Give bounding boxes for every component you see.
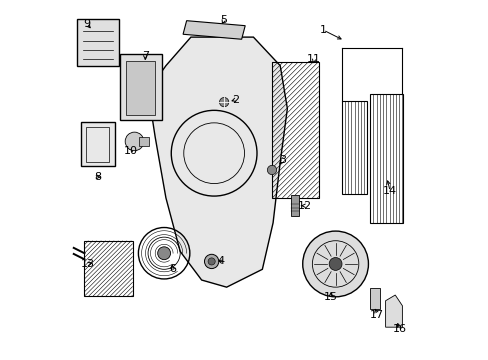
Text: 15: 15	[323, 292, 337, 302]
Text: 6: 6	[168, 264, 176, 274]
Circle shape	[328, 257, 341, 270]
Circle shape	[171, 111, 257, 196]
Text: 4: 4	[217, 256, 224, 266]
Text: 17: 17	[369, 310, 384, 320]
Bar	[84, 241, 132, 296]
Bar	[341, 102, 366, 194]
Text: 1: 1	[319, 25, 326, 35]
Bar	[139, 137, 149, 147]
Bar	[85, 127, 109, 162]
Circle shape	[157, 247, 170, 260]
Circle shape	[125, 132, 143, 151]
Text: 8: 8	[94, 172, 101, 182]
Polygon shape	[385, 295, 402, 327]
Circle shape	[207, 258, 215, 265]
Bar	[272, 62, 318, 198]
Bar	[369, 94, 402, 223]
Circle shape	[267, 165, 276, 175]
Polygon shape	[369, 288, 379, 309]
Text: 11: 11	[306, 54, 321, 64]
Bar	[290, 195, 298, 216]
Polygon shape	[183, 21, 244, 39]
Circle shape	[219, 98, 228, 107]
Text: 5: 5	[220, 15, 227, 25]
Text: 12: 12	[297, 201, 311, 211]
Text: 10: 10	[123, 146, 138, 156]
Text: 3: 3	[279, 156, 286, 165]
Bar	[125, 62, 155, 115]
Text: 9: 9	[83, 18, 90, 28]
Text: 13: 13	[81, 259, 95, 269]
Text: 16: 16	[392, 324, 406, 334]
Text: 7: 7	[142, 51, 148, 61]
Text: 2: 2	[231, 95, 239, 105]
Text: 14: 14	[383, 186, 396, 197]
Polygon shape	[148, 37, 287, 287]
Circle shape	[204, 254, 218, 269]
Polygon shape	[81, 122, 115, 166]
Polygon shape	[120, 54, 162, 120]
Circle shape	[302, 231, 367, 297]
Polygon shape	[77, 18, 119, 66]
